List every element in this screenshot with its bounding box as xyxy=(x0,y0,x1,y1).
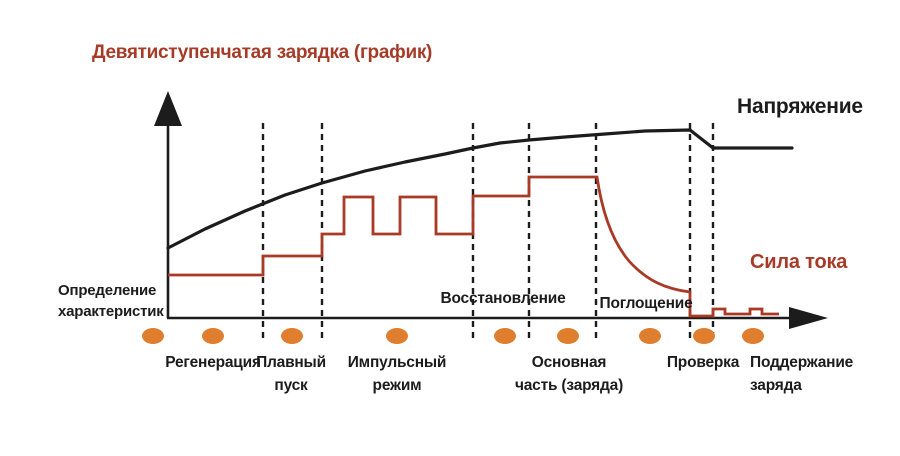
stage-dot xyxy=(557,328,579,344)
stage-label-line: пуск xyxy=(274,377,308,394)
stage-dot xyxy=(142,328,164,344)
stage-label-line: Основная xyxy=(531,354,607,371)
stage-dot xyxy=(202,328,224,344)
stage-label-pulse-mode: Импульсный режим xyxy=(348,351,447,397)
stage-dot xyxy=(693,328,715,344)
stage-label-absorption: Поглощение xyxy=(600,292,693,315)
stage-dot xyxy=(494,328,516,344)
voltage-curve xyxy=(166,128,794,250)
stage-dot xyxy=(281,328,303,344)
current-series-label: Сила тока xyxy=(750,251,848,273)
stage-dot xyxy=(639,328,661,344)
stage-label-line: часть (заряда) xyxy=(514,377,624,394)
voltage-series-label: Напряжение xyxy=(737,95,863,118)
x-axis-arrow-icon xyxy=(789,307,828,329)
stage-label-line: Импульсный xyxy=(347,354,447,371)
stage-label-regeneration: Регенерация xyxy=(165,351,261,374)
stage-label-line: Определение xyxy=(58,282,157,299)
stage-label-line: характеристик xyxy=(58,302,164,320)
stage-label-soft-start: Плавный пуск xyxy=(256,351,326,397)
stage-label-maintenance: Поддержание заряда xyxy=(750,351,853,397)
stage-label-determination: Определение характеристик xyxy=(58,281,164,322)
stage-label-line: Регенерация xyxy=(165,354,261,371)
stage-label-line: режим xyxy=(372,377,422,394)
stage-label-line: Восстановление xyxy=(440,290,566,307)
stage-label-check: Проверка xyxy=(667,351,739,374)
stage-label-recovery: Восстановление xyxy=(440,287,565,310)
stage-label-line: Поддержание xyxy=(750,354,854,371)
stage-label-line: Плавный xyxy=(256,354,326,371)
stage-label-line: Поглощение xyxy=(599,295,693,312)
y-axis-arrow-icon xyxy=(154,91,182,126)
chart-title: Девятиступенчатая зарядка (график) xyxy=(92,42,433,63)
stage-label-line: заряда xyxy=(750,377,802,394)
stage-dot xyxy=(386,328,408,344)
stage-dot xyxy=(742,328,764,344)
current-curve xyxy=(168,175,779,318)
stage-label-main-charge: Основная часть (заряда) xyxy=(515,351,623,397)
stage-label-line: Проверка xyxy=(666,354,740,371)
